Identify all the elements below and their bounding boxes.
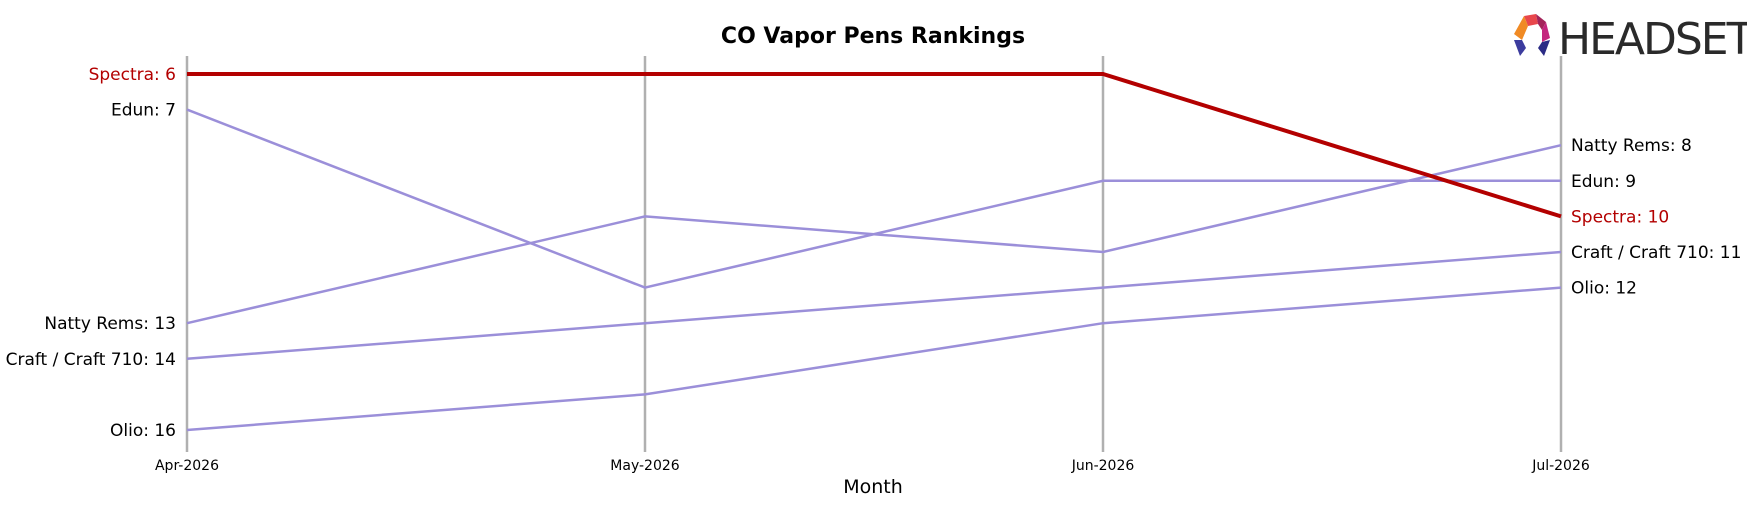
end-label: Edun: 9 bbox=[1571, 172, 1636, 192]
start-labels: Spectra: 6 Edun: 7 Natty Rems: 13 Craft / C… bbox=[6, 65, 176, 441]
start-label: Edun: 7 bbox=[111, 101, 176, 121]
x-tick-label: Apr-2026 bbox=[155, 458, 219, 474]
series-line-spectra bbox=[187, 72, 1562, 219]
headset-logo-icon bbox=[1514, 14, 1550, 56]
month-axes bbox=[185, 56, 1563, 452]
end-label: Olio: 12 bbox=[1571, 279, 1637, 299]
end-label: Natty Rems: 8 bbox=[1571, 136, 1692, 156]
logo-segment bbox=[1542, 22, 1550, 42]
series-line-craft-craft-710 bbox=[186, 250, 1562, 361]
x-tick-label: Jul-2026 bbox=[1531, 458, 1590, 474]
series-line-edun bbox=[186, 108, 1561, 289]
x-tick-label: May-2026 bbox=[610, 458, 679, 474]
x-tick-labels: Apr-2026 May-2026 Jun-2026 Jul-2026 bbox=[155, 458, 1590, 474]
series-line-natty-rems bbox=[186, 143, 1562, 325]
headset-logo-text: HEADSET bbox=[1558, 14, 1747, 65]
logo-segment bbox=[1514, 40, 1526, 56]
series-lines bbox=[186, 72, 1562, 432]
end-labels: Natty Rems: 8 Edun: 9 Spectra: 10 Craft / C… bbox=[1571, 136, 1741, 298]
logo-segment bbox=[1536, 14, 1546, 30]
end-label: Spectra: 10 bbox=[1571, 207, 1669, 227]
start-label: Craft / Craft 710: 14 bbox=[6, 350, 176, 370]
headset-logo: HEADSET bbox=[1514, 14, 1747, 65]
start-label: Natty Rems: 13 bbox=[44, 314, 176, 334]
logo-segment bbox=[1538, 40, 1550, 56]
logo-segment bbox=[1524, 14, 1538, 26]
series-line-olio bbox=[186, 286, 1562, 432]
start-label: Spectra: 6 bbox=[89, 65, 176, 85]
end-label: Craft / Craft 710: 11 bbox=[1571, 243, 1741, 263]
logo-segment bbox=[1514, 16, 1528, 40]
x-axis-label: Month bbox=[843, 476, 903, 498]
chart-title: CO Vapor Pens Rankings bbox=[721, 24, 1025, 49]
start-label: Olio: 16 bbox=[110, 421, 176, 441]
x-tick-label: Jun-2026 bbox=[1071, 458, 1135, 474]
